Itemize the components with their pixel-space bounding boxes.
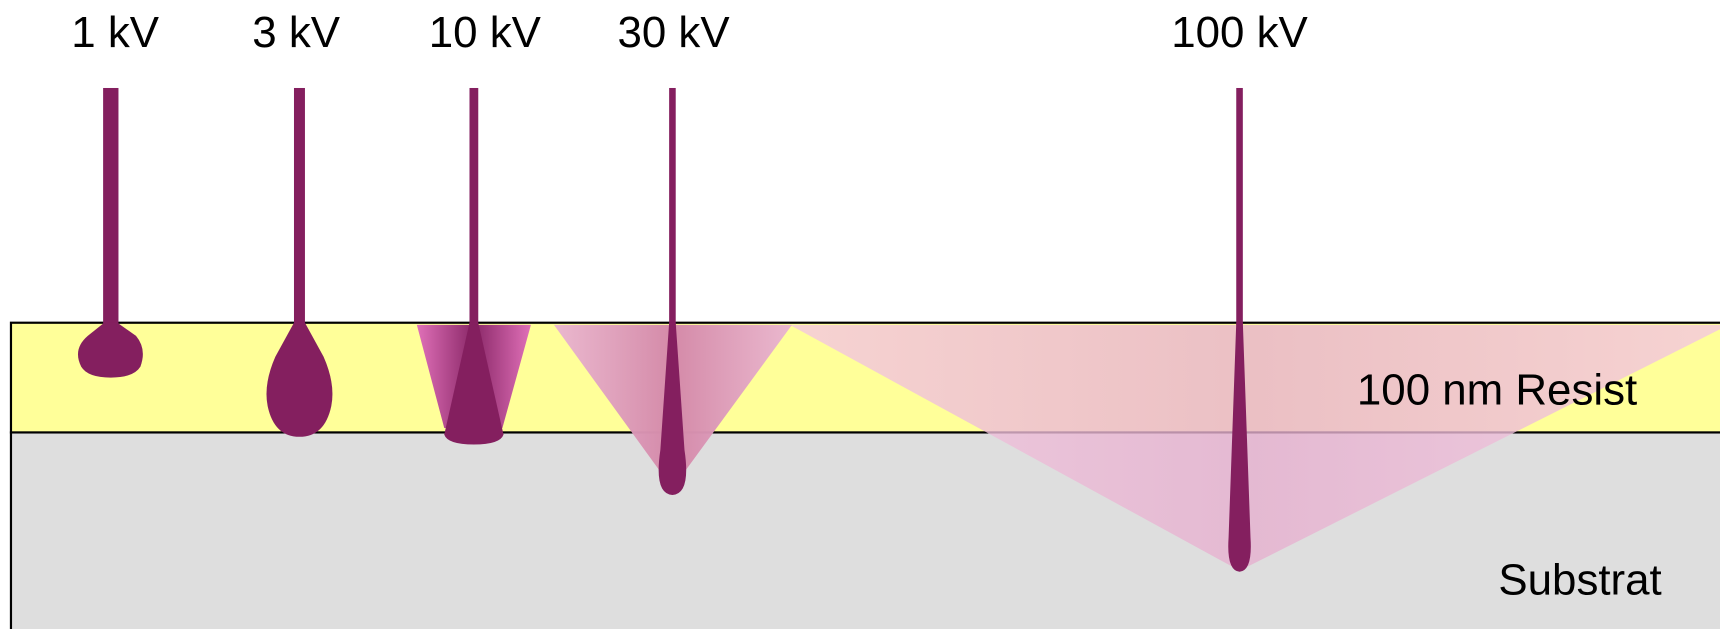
beam — [103, 88, 118, 327]
diagram: 1 kV 3 kV 10 kV 30 kV 100 kV 100 nm Resi… — [0, 0, 1720, 629]
beam-label: 30 kV — [617, 8, 730, 57]
layer-label: Substrat — [1498, 555, 1661, 604]
beam — [669, 88, 676, 325]
beam-label: 1 kV — [71, 8, 160, 57]
beam-label: 100 kV — [1171, 8, 1308, 57]
substrate — [11, 432, 1720, 629]
beam — [1236, 88, 1243, 325]
beam — [469, 88, 478, 325]
beam-label: 3 kV — [252, 8, 341, 57]
beam-label: 10 kV — [429, 8, 542, 57]
beam — [294, 88, 305, 325]
layer-label: 100 nm Resist — [1357, 366, 1637, 415]
